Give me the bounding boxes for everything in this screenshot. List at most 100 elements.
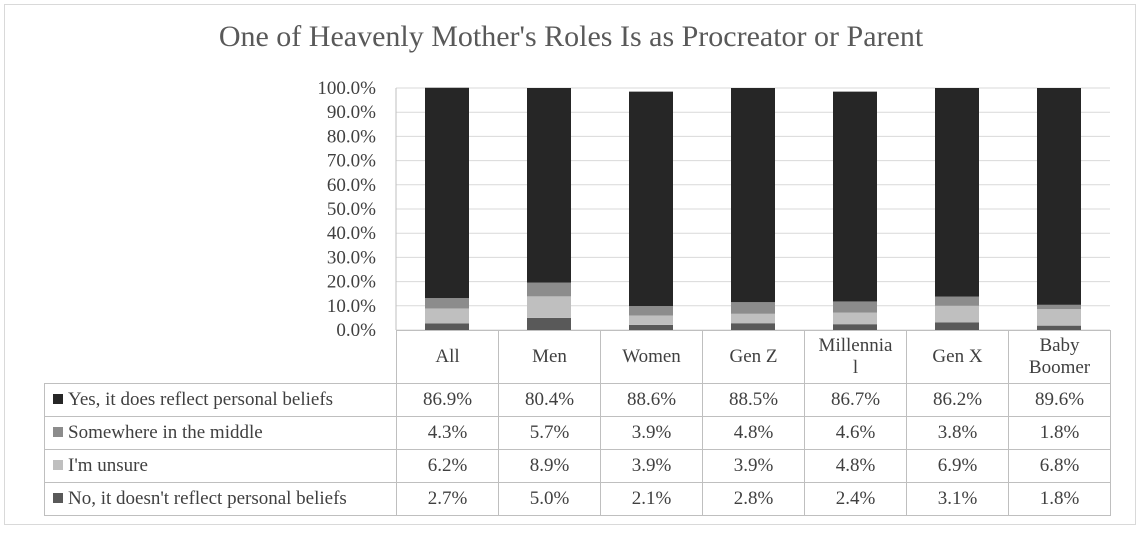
data-label: 5.7%: [498, 416, 601, 450]
data-label: 4.3%: [396, 416, 499, 450]
category-label-line: Gen X: [932, 346, 983, 367]
legend-entry: Somewhere in the middle: [44, 416, 397, 450]
bar-segment: [833, 312, 877, 325]
bar-segment: [833, 324, 877, 330]
table-row: I'm unsure 6.2% 8.9% 3.9% 3.9% 4.8% 6.9% 6.8%: [44, 449, 1111, 483]
data-label: 3.9%: [600, 449, 703, 483]
category-label-line: Boomer: [1028, 357, 1091, 378]
bar-segment: [1037, 88, 1081, 305]
category-label: Baby Boomer: [1008, 330, 1111, 384]
data-label: 88.5%: [702, 383, 805, 417]
category-label-line: All: [435, 346, 460, 367]
data-label: 2.8%: [702, 482, 805, 516]
data-label: 6.2%: [396, 449, 499, 483]
data-label: 3.8%: [906, 416, 1009, 450]
table-row: Yes, it does reflect personal beliefs 86.…: [44, 383, 1111, 417]
category-label-line: Gen Z: [729, 346, 778, 367]
bar-segment: [527, 282, 571, 297]
bar-segment: [629, 315, 673, 325]
data-label: 5.0%: [498, 482, 601, 516]
bar-segment: [527, 296, 571, 318]
data-label: 4.6%: [804, 416, 907, 450]
bar-segment: [833, 91, 877, 302]
bar-segment: [833, 301, 877, 313]
bar-segment: [731, 302, 775, 314]
legend-key: [53, 493, 63, 503]
data-label: 2.7%: [396, 482, 499, 516]
bar-segment: [629, 306, 673, 316]
category-label: Gen X: [906, 330, 1009, 384]
bar-segment: [425, 323, 469, 330]
data-label: 3.9%: [600, 416, 703, 450]
data-label: 1.8%: [1008, 416, 1111, 450]
bar-segment: [1037, 309, 1081, 326]
y-tick-label: 30.0%: [327, 247, 376, 268]
legend-label: Yes, it does reflect personal beliefs: [68, 389, 334, 410]
data-label: 89.6%: [1008, 383, 1111, 417]
bar-segment: [425, 87, 469, 299]
legend-label: I'm unsure: [68, 455, 148, 476]
table-row: Somewhere in the middle 4.3% 5.7% 3.9% 4.8% 4…: [44, 416, 1111, 450]
category-label-line: Women: [622, 346, 681, 367]
y-tick-label: 60.0%: [327, 175, 376, 196]
y-tick-label: 10.0%: [327, 296, 376, 317]
legend-entry: Yes, it does reflect personal beliefs: [44, 383, 397, 417]
category-label: Millennia l: [804, 330, 907, 384]
bar-segment: [527, 317, 571, 330]
bar-segment: [935, 322, 979, 330]
data-label: 6.8%: [1008, 449, 1111, 483]
legend-key: [53, 460, 63, 470]
category-label: Women: [600, 330, 703, 384]
data-label: 8.9%: [498, 449, 601, 483]
data-label: 6.9%: [906, 449, 1009, 483]
bar-segment: [629, 324, 673, 330]
table-row: No, it doesn't reflect personal beliefs 2…: [44, 482, 1111, 516]
category-label-line: l: [852, 357, 859, 378]
data-label: 2.4%: [804, 482, 907, 516]
bar-segment: [1037, 325, 1081, 330]
bar-segment: [425, 308, 469, 324]
category-label-line: Men: [532, 346, 567, 367]
data-label: 3.1%: [906, 482, 1009, 516]
y-tick-label: 80.0%: [327, 126, 376, 147]
y-tick-label: 20.0%: [327, 272, 376, 293]
chart-frame: [4, 4, 1136, 525]
bar-segment: [629, 91, 673, 307]
chart-title: One of Heavenly Mother's Roles Is as Pro…: [218, 20, 924, 53]
data-label: 88.6%: [600, 383, 703, 417]
legend-label: Somewhere in the middle: [68, 422, 263, 443]
legend-label: No, it doesn't reflect personal beliefs: [68, 488, 347, 509]
bar-segment: [731, 88, 775, 303]
data-label: 4.8%: [804, 449, 907, 483]
data-label: 86.9%: [396, 383, 499, 417]
bar-segment: [935, 88, 979, 297]
data-table: All Men Women Gen Z Millennia l Gen X Baby Boome…: [44, 330, 1111, 516]
bar-segment: [425, 298, 469, 309]
bar-segment: [731, 313, 775, 324]
table-corner: [44, 330, 397, 384]
bar-segment: [935, 305, 979, 323]
legend-key: [53, 427, 63, 437]
category-label: Men: [498, 330, 601, 384]
y-tick-label: 70.0%: [327, 151, 376, 172]
legend-entry: I'm unsure: [44, 449, 397, 483]
data-label: 80.4%: [498, 383, 601, 417]
category-label: All: [396, 330, 499, 384]
category-label-line: Millennia: [818, 335, 893, 356]
legend-entry: No, it doesn't reflect personal beliefs: [44, 482, 397, 516]
bar-segment: [527, 88, 571, 283]
data-label: 1.8%: [1008, 482, 1111, 516]
category-label-line: Baby: [1039, 335, 1080, 356]
bar-segment: [1037, 304, 1081, 310]
y-tick-label: 90.0%: [327, 102, 376, 123]
data-label: 86.7%: [804, 383, 907, 417]
data-label: 3.9%: [702, 449, 805, 483]
data-label: 4.8%: [702, 416, 805, 450]
y-tick-label: 50.0%: [327, 199, 376, 220]
y-tick-label: 40.0%: [327, 223, 376, 244]
bar-segment: [731, 323, 775, 330]
category-label: Gen Z: [702, 330, 805, 384]
data-label: 86.2%: [906, 383, 1009, 417]
data-label: 2.1%: [600, 482, 703, 516]
legend-key: [53, 394, 63, 404]
